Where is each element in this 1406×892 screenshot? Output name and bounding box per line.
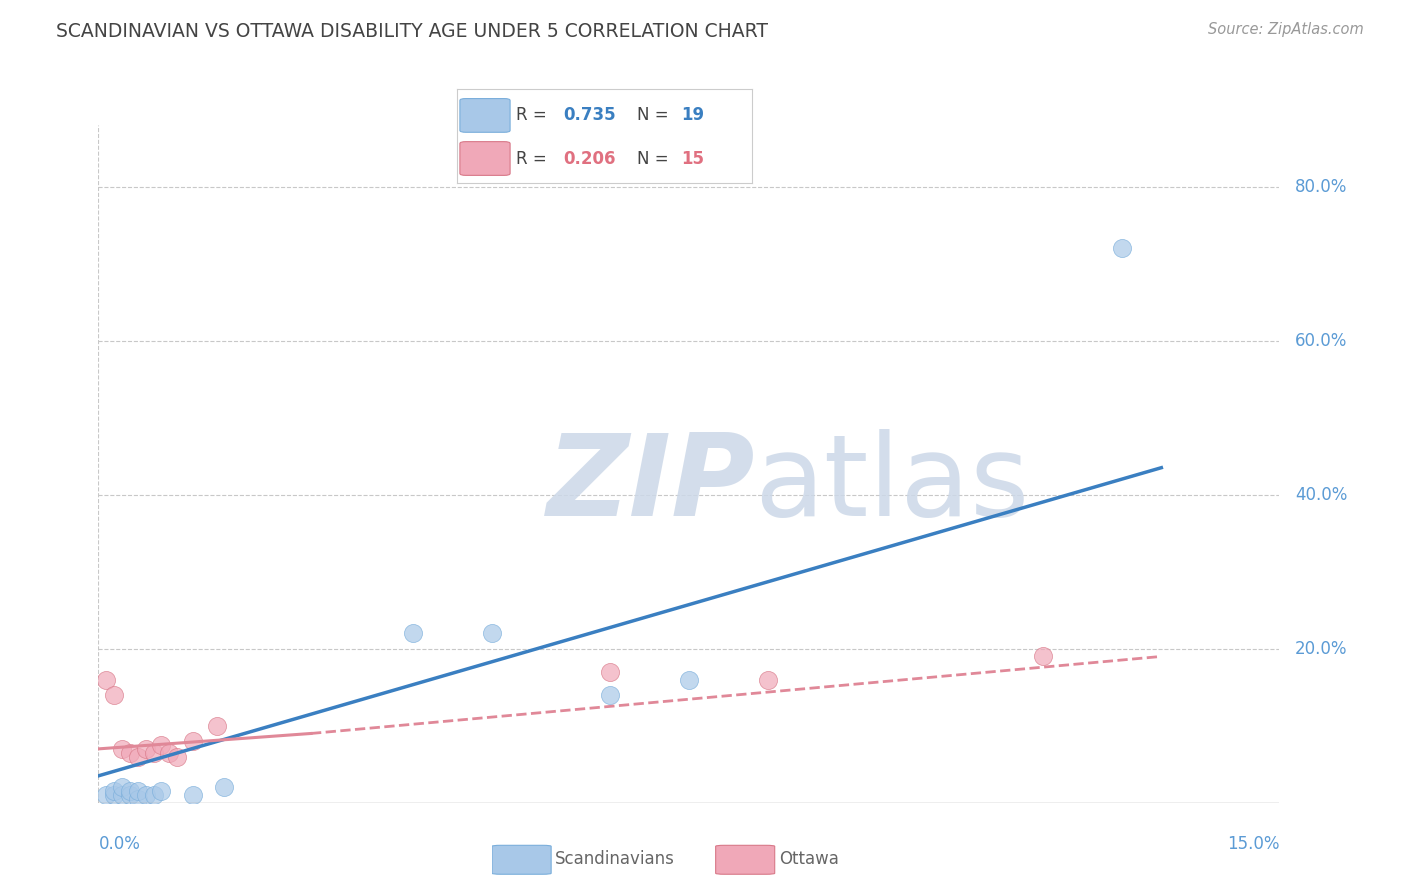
Text: 19: 19 [682, 106, 704, 124]
Text: 60.0%: 60.0% [1295, 332, 1347, 350]
FancyBboxPatch shape [460, 142, 510, 176]
Text: ZIP: ZIP [547, 429, 755, 540]
Text: 40.0%: 40.0% [1295, 485, 1347, 504]
FancyBboxPatch shape [716, 846, 775, 874]
Text: Ottawa: Ottawa [779, 849, 839, 868]
Text: 80.0%: 80.0% [1295, 178, 1347, 195]
Text: 20.0%: 20.0% [1295, 640, 1348, 657]
Text: 0.0%: 0.0% [98, 835, 141, 853]
Text: 15: 15 [682, 150, 704, 168]
Text: 15.0%: 15.0% [1227, 835, 1279, 853]
Text: SCANDINAVIAN VS OTTAWA DISABILITY AGE UNDER 5 CORRELATION CHART: SCANDINAVIAN VS OTTAWA DISABILITY AGE UN… [56, 22, 768, 41]
FancyBboxPatch shape [492, 846, 551, 874]
Text: Scandinavians: Scandinavians [555, 849, 675, 868]
Text: 0.735: 0.735 [564, 106, 616, 124]
Text: Source: ZipAtlas.com: Source: ZipAtlas.com [1208, 22, 1364, 37]
FancyBboxPatch shape [460, 98, 510, 132]
Text: N =: N = [637, 150, 673, 168]
Text: R =: R = [516, 106, 553, 124]
Text: N =: N = [637, 106, 673, 124]
Text: atlas: atlas [754, 429, 1029, 540]
Text: 0.206: 0.206 [564, 150, 616, 168]
Text: R =: R = [516, 150, 553, 168]
